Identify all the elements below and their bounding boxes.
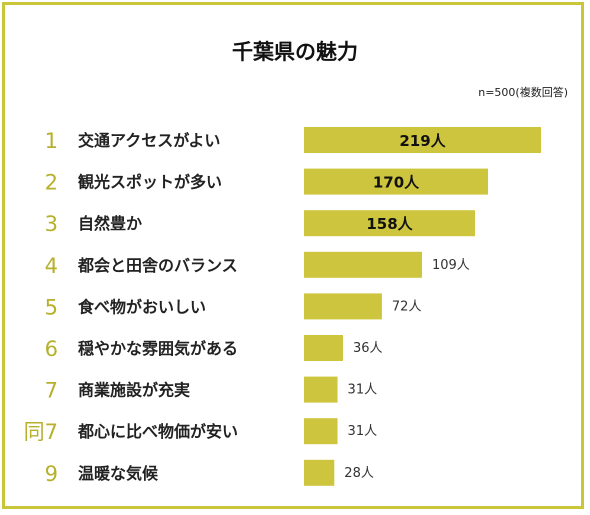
bar: [304, 251, 422, 278]
bar: [304, 335, 343, 361]
category-label: 都心に比べ物価が安い: [77, 422, 238, 441]
rank-label: 1: [45, 129, 58, 153]
bar: [304, 418, 338, 445]
rank-label: 2: [45, 171, 58, 195]
rank-label: 5: [45, 295, 58, 319]
rank-label: 6: [45, 337, 58, 361]
value-label: 158人: [366, 215, 413, 233]
rank-label: 同7: [24, 420, 58, 444]
value-label: 219人: [399, 132, 446, 150]
category-label: 観光スポットが多い: [78, 173, 222, 192]
value-label: 28人: [344, 466, 374, 481]
sample-note: n=500(複数回答): [478, 86, 568, 99]
bar: [304, 459, 335, 486]
value-label: 170人: [373, 174, 420, 192]
value-label: 109人: [432, 258, 470, 273]
rank-label: 9: [45, 462, 58, 486]
chart-title: 千葉県の魅力: [232, 40, 358, 64]
rank-label: 7: [45, 379, 58, 403]
bar: [304, 168, 488, 195]
category-label: 都会と田舎のバランス: [77, 256, 238, 275]
bar: [304, 376, 338, 403]
bar: [304, 293, 382, 320]
category-label: 商業施設が充実: [78, 381, 190, 400]
category-label: 温暖な気候: [77, 464, 159, 483]
value-label: 31人: [348, 424, 378, 439]
chart-frame: [2, 2, 584, 509]
bar: [304, 210, 475, 237]
category-label: 自然豊か: [78, 214, 142, 233]
bar: [304, 127, 541, 153]
value-label: 31人: [348, 383, 378, 398]
category-label: 交通アクセスがよい: [78, 131, 220, 150]
rank-label: 4: [45, 254, 58, 278]
value-label: 36人: [353, 341, 383, 356]
value-label: 72人: [392, 299, 422, 314]
rank-label: 3: [45, 212, 58, 236]
category-label: 食べ物がおいしい: [77, 297, 206, 316]
category-label: 穏やかな雰囲気がある: [78, 339, 238, 358]
